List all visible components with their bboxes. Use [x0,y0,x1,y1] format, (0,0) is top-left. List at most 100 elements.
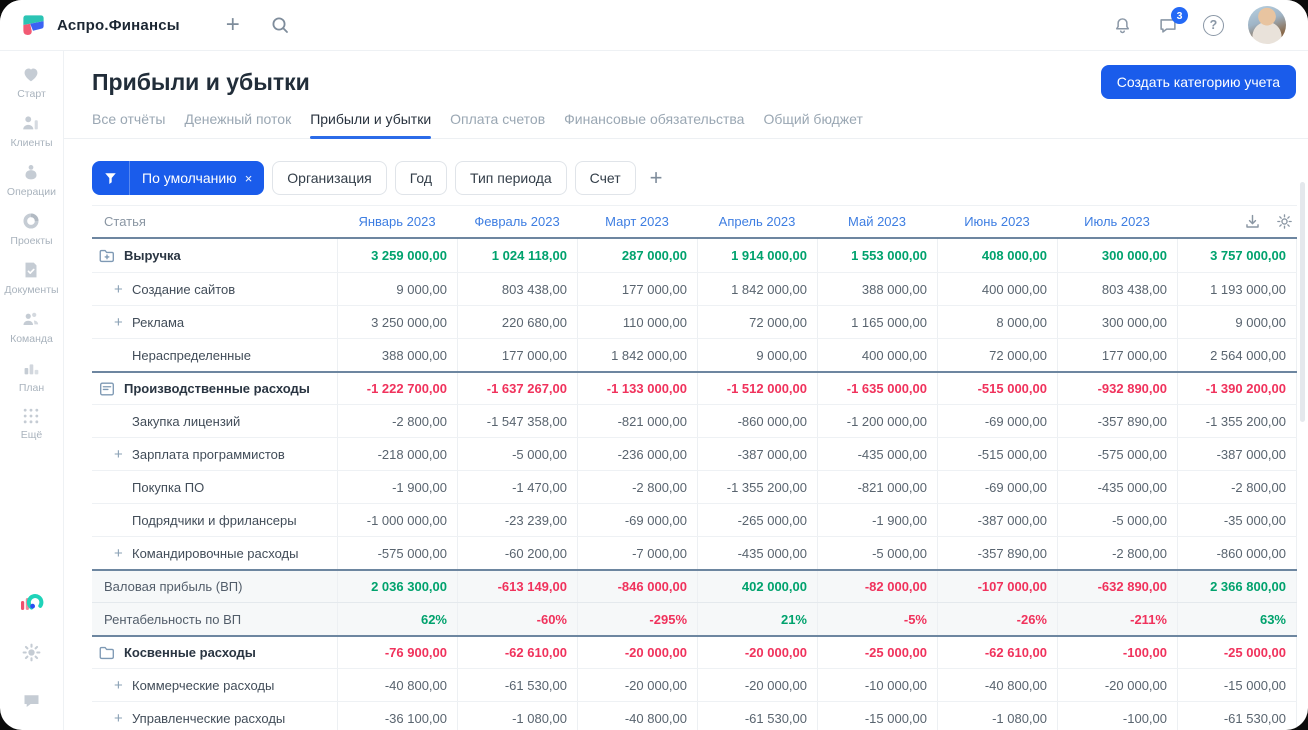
sidebar-item-клиенты[interactable]: Клиенты [4,112,58,149]
tab-общий-бюджет[interactable]: Общий бюджет [763,111,863,127]
clients-icon [20,112,42,134]
table-row[interactable]: Нераспределенные 388 000,00 177 000,00 1 84… [92,338,1297,371]
row-label-cell[interactable]: Покупка ПО [92,471,337,503]
value-cell: -860 000,00 [1177,537,1297,569]
table-row[interactable]: Покупка ПО -1 900,00 -1 470,00 -2 800,00 -1 … [92,470,1297,503]
search-icon[interactable] [270,15,290,35]
table-row[interactable]: Валовая прибыль (ВП) 2 036 300,00 -613 149… [92,569,1297,602]
download-icon[interactable] [1244,213,1261,230]
add-filter-icon[interactable]: + [649,165,663,190]
plan-icon [20,357,42,379]
user-avatar[interactable] [1248,6,1286,44]
table-row[interactable]: Производственные расходы -1 222 700,00 -1 … [92,371,1297,404]
table-row[interactable]: + Коммерческие расходы -40 800,00 -61 530,0… [92,668,1297,701]
value-cell: 62% [337,603,457,635]
sidebar-item-ещё[interactable]: Ещё [4,406,58,441]
value-cell: -387 000,00 [1177,438,1297,470]
value-cell: 63% [1177,603,1297,635]
expand-plus-icon[interactable]: + [114,676,123,694]
table-row[interactable]: Подрядчики и фрилансеры -1 000 000,00 -23 … [92,503,1297,536]
notifications-bell-icon[interactable] [1112,15,1133,36]
table-row[interactable]: Закупка лицензий -2 800,00 -1 547 358,00 -8… [92,404,1297,437]
value-cell: 1 914 000,00 [697,239,817,272]
sidebar-item-документы[interactable]: Документы [4,259,59,296]
value-cell: 803 438,00 [1057,273,1177,305]
value-cell: -575 000,00 [1057,438,1177,470]
row-label-cell[interactable]: Валовая прибыль (ВП) [92,571,337,602]
table-row[interactable]: Выручка 3 259 000,00 1 024 118,00 287 000,0… [92,239,1297,272]
row-label-cell[interactable]: Производственные расходы [92,373,337,404]
pnl-table: Статья Январь 2023 Февраль 2023 Март 2023 А… [92,205,1297,730]
expand-plus-icon[interactable]: + [114,313,123,331]
value-cell: 9 000,00 [697,339,817,371]
expand-plus-icon[interactable]: + [114,445,123,463]
row-label-cell[interactable]: Выручка [92,239,337,272]
table-row[interactable]: + Управленческие расходы -36 100,00 -1 080,… [92,701,1297,730]
messages-icon[interactable]: 3 [1157,7,1188,36]
table-row[interactable]: Рентабельность по ВП 62% -60% -295% 21% -5% -2… [92,602,1297,635]
table-settings-gear-icon[interactable] [1276,213,1293,230]
app-color-logo-icon[interactable] [19,589,45,620]
tab-финансовые-обязательства[interactable]: Финансовые обязательства [564,111,745,127]
expand-plus-icon[interactable]: + [114,544,123,562]
row-label-cell[interactable]: Подрядчики и фрилансеры [92,504,337,536]
sidebar-item-label: Клиенты [10,137,53,149]
filter-chip-год[interactable]: Год [394,161,448,195]
value-cell: -632 890,00 [1057,571,1177,602]
value-cell: -357 890,00 [1057,405,1177,437]
clear-filter-icon[interactable]: × [244,170,253,186]
sidebar-item-команда[interactable]: Команда [4,308,58,345]
value-cell: -61 530,00 [457,669,577,701]
filter-chip-организация[interactable]: Организация [272,161,387,195]
row-label-cell[interactable]: Рентабельность по ВП [92,603,337,635]
row-label-cell[interactable]: Закупка лицензий [92,405,337,437]
page-title: Прибыли и убытки [92,68,310,95]
row-label-cell[interactable]: + Командировочные расходы [92,537,337,569]
filter-chip-счет[interactable]: Счет [574,161,636,195]
tab-все-отчёты[interactable]: Все отчёты [92,111,166,127]
create-category-button[interactable]: Создать категорию учета [1100,65,1296,99]
table-row[interactable]: + Командировочные расходы -575 000,00 -60 2… [92,536,1297,569]
tab-оплата-счетов[interactable]: Оплата счетов [450,111,546,127]
row-label-cell[interactable]: + Зарплата программистов [92,438,337,470]
table-row[interactable]: + Зарплата программистов -218 000,00 -5 000… [92,437,1297,470]
expand-plus-icon[interactable]: + [114,709,123,727]
table-row[interactable]: + Создание сайтов 9 000,00 803 438,00 177 00… [92,272,1297,305]
expand-plus-icon[interactable]: + [114,280,123,298]
value-cell: 3 259 000,00 [337,239,457,272]
column-header-month: Март 2023 [605,214,669,229]
tab-прибыли-и-убытки[interactable]: Прибыли и убытки [310,111,431,139]
row-label-cell[interactable]: + Создание сайтов [92,273,337,305]
value-cell: -1 900,00 [817,504,937,536]
row-label-cell[interactable]: + Реклама [92,306,337,338]
column-header-month: Февраль 2023 [474,214,560,229]
active-filter-button[interactable]: По умолчанию × [92,161,265,195]
sidebar-item-операции[interactable]: Операции [4,161,58,198]
table-row[interactable]: + Реклама 3 250 000,00 220 680,00 110 000,00… [92,305,1297,338]
row-label-cell[interactable]: + Коммерческие расходы [92,669,337,701]
sidebar-item-проекты[interactable]: Проекты [4,210,58,247]
value-cell: -20 000,00 [577,637,697,668]
add-icon[interactable]: + [225,11,240,38]
value-cell: -69 000,00 [937,405,1057,437]
documents-icon [20,259,42,281]
filter-chip-тип-периода[interactable]: Тип периода [455,161,567,195]
row-label-cell[interactable]: Косвенные расходы [92,637,337,668]
value-cell: 110 000,00 [577,306,697,338]
help-icon[interactable]: ? [1203,14,1224,36]
sidebar-item-план[interactable]: План [4,357,58,394]
tab-денежный-поток[interactable]: Денежный поток [184,111,292,127]
folder-icon [98,644,116,662]
value-cell: -860 000,00 [697,405,817,437]
feedback-icon[interactable] [21,690,42,716]
filter-funnel-icon[interactable] [92,161,130,195]
settings-icon[interactable] [21,642,42,668]
row-label-cell[interactable]: Нераспределенные [92,339,337,371]
report-tabs: Все отчёты Денежный поток Прибыли и убытки… [64,99,1308,139]
table-row[interactable]: Косвенные расходы -76 900,00 -62 610,00 -20… [92,635,1297,668]
row-label-cell[interactable]: + Управленческие расходы [92,702,337,730]
value-cell: -61 530,00 [697,702,817,730]
vertical-scrollbar[interactable] [1300,182,1305,422]
sidebar-item-старт[interactable]: Старт [4,63,58,100]
